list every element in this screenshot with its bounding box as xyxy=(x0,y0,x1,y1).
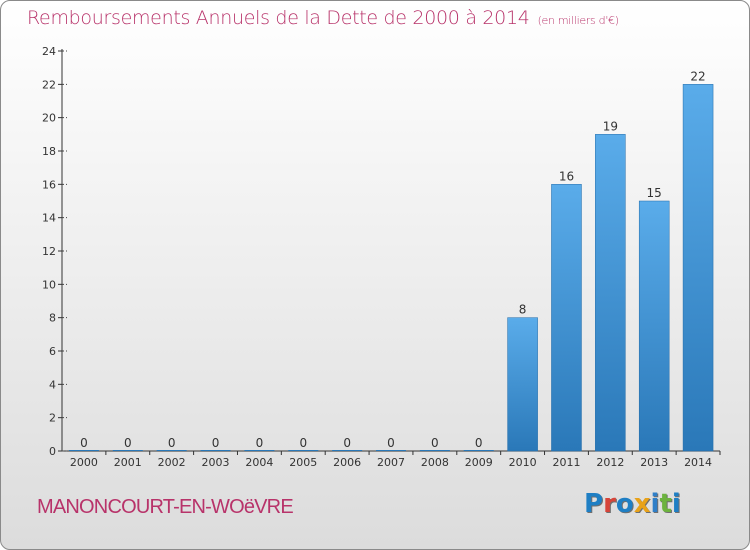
x-tick-label-2011: 2011 xyxy=(552,456,580,469)
x-tick-label-2008: 2008 xyxy=(421,456,449,469)
y-tick-label-2: 2 xyxy=(49,412,56,425)
data-label-2009: 0 xyxy=(475,436,483,450)
x-tick-label-2005: 2005 xyxy=(289,456,317,469)
logo-letter: x xyxy=(633,489,651,519)
x-tick-label-2012: 2012 xyxy=(596,456,624,469)
data-label-2012: 19 xyxy=(603,119,618,133)
y-tick-label-6: 6 xyxy=(49,345,56,358)
x-tick-label-2001: 2001 xyxy=(114,456,142,469)
bar-2003 xyxy=(200,450,231,451)
bar-2011 xyxy=(551,184,582,452)
bar-2000 xyxy=(68,450,99,451)
x-tick-label-2004: 2004 xyxy=(245,456,273,469)
x-tick-label-2010: 2010 xyxy=(509,456,537,469)
bar-2006 xyxy=(332,450,363,451)
data-label-2010: 8 xyxy=(519,303,527,317)
x-tick-label-2013: 2013 xyxy=(640,456,668,469)
data-label-2014: 22 xyxy=(690,69,705,83)
bar-2010 xyxy=(507,317,538,452)
logo-letter: i xyxy=(650,489,660,519)
chart-title-text: Remboursements Annuels de la Dette de 20… xyxy=(27,7,530,29)
data-label-2006: 0 xyxy=(343,436,351,450)
commune-name: MANONCOURT-EN-WOëVRE xyxy=(37,496,294,518)
y-tick-label-4: 4 xyxy=(49,378,56,391)
data-label-2005: 0 xyxy=(299,436,307,450)
logo-letter: o xyxy=(615,489,634,519)
chart-title: Remboursements Annuels de la Dette de 20… xyxy=(27,7,619,29)
x-tick-label-2014: 2014 xyxy=(684,456,712,469)
bar-2005 xyxy=(288,450,319,451)
y-tick-label-8: 8 xyxy=(49,312,56,325)
x-tick-label-2002: 2002 xyxy=(158,456,186,469)
data-label-2002: 0 xyxy=(168,436,176,450)
x-tick-label-2009: 2009 xyxy=(465,456,493,469)
x-tick-label-2003: 2003 xyxy=(202,456,230,469)
y-tick-label-12: 12 xyxy=(42,245,56,258)
chart-unit-note: (en milliers d'€) xyxy=(537,14,619,27)
y-tick-label-20: 20 xyxy=(42,112,56,125)
data-label-2008: 0 xyxy=(431,436,439,450)
y-tick-label-16: 16 xyxy=(42,178,56,191)
y-tick-label-22: 22 xyxy=(42,78,56,91)
x-tick-label-2000: 2000 xyxy=(70,456,98,469)
data-label-2003: 0 xyxy=(212,436,220,450)
bar-2001 xyxy=(112,450,143,451)
y-tick-label-0: 0 xyxy=(49,445,56,458)
logo-letter: r xyxy=(603,489,616,519)
bar-2002 xyxy=(156,450,187,451)
bar-2014 xyxy=(682,84,714,452)
data-label-2007: 0 xyxy=(387,436,395,450)
bar-2009 xyxy=(463,450,494,451)
proxiti-logo: Proxiti xyxy=(584,489,681,519)
data-label-2013: 15 xyxy=(647,186,662,200)
data-label-2004: 0 xyxy=(256,436,264,450)
logo-letter: P xyxy=(584,489,604,519)
y-tick-label-24: 24 xyxy=(42,45,56,58)
logo-letter: t xyxy=(659,489,672,519)
y-tick-label-14: 14 xyxy=(42,212,56,225)
bar-2013 xyxy=(638,200,670,452)
bar-2007 xyxy=(376,450,406,451)
x-tick-label-2006: 2006 xyxy=(333,456,361,469)
bar-2004 xyxy=(244,450,275,451)
logo-letter: i xyxy=(671,489,681,519)
data-label-2000: 0 xyxy=(80,436,88,450)
bar-2008 xyxy=(419,450,450,451)
data-label-2011: 16 xyxy=(559,169,574,183)
x-tick-label-2007: 2007 xyxy=(377,456,405,469)
y-tick-label-18: 18 xyxy=(42,145,56,158)
bar-2012 xyxy=(595,134,626,452)
data-label-2001: 0 xyxy=(124,436,132,450)
y-tick-label-10: 10 xyxy=(42,278,56,291)
